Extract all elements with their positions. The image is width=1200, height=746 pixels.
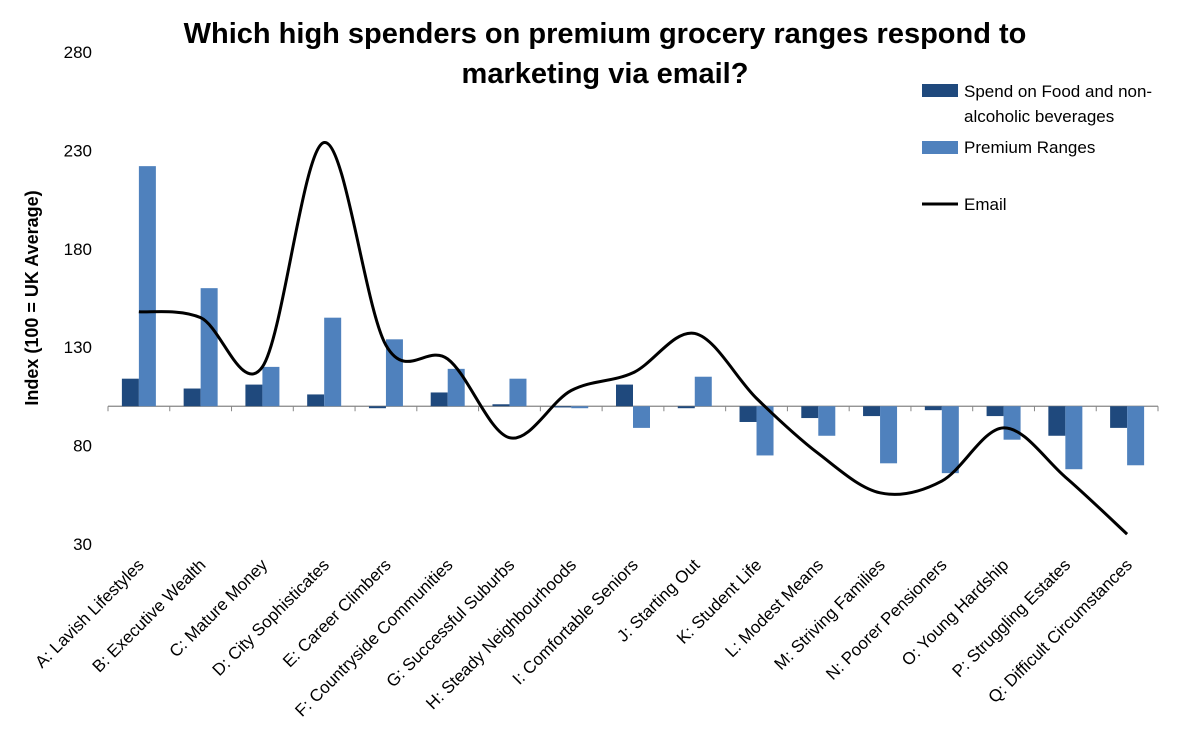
legend-label-food-spend-line-1: Spend on Food and non-: [964, 82, 1152, 101]
premium-ranges-bar-15: [1003, 406, 1021, 440]
food-spend-bar-4: [307, 394, 325, 407]
premium-ranges-bar-7: [509, 378, 527, 407]
y-tick-label-130: 130: [64, 338, 92, 357]
premium-ranges-bar-13: [880, 406, 898, 464]
food-spend-bar-17: [1110, 406, 1128, 428]
premium-ranges-bar-4: [324, 317, 342, 407]
email-series-line: [138, 141, 1129, 536]
y-tick-label-30: 30: [73, 535, 92, 554]
legend-swatch-food-spend: [922, 84, 958, 97]
premium-ranges-bar-10: [694, 376, 712, 407]
legend-label-premium-ranges: Premium Ranges: [964, 138, 1095, 157]
premium-ranges-bar-12: [818, 406, 836, 436]
food-spend-bar-13: [863, 406, 881, 417]
y-tick-label-180: 180: [64, 240, 92, 259]
x-category-label-13: M: Striving Families: [771, 555, 889, 673]
premium-ranges-bar-3: [262, 366, 280, 407]
food-spend-bar-3: [245, 384, 263, 407]
x-category-label-4: D: City Sophisticates: [209, 555, 333, 679]
food-spend-bar-2: [183, 388, 201, 407]
chart-title-line-2: marketing via email?: [461, 58, 749, 90]
legend-label-food-spend-line-2: alcoholic beverages: [964, 107, 1114, 126]
food-spend-bar-10: [677, 406, 695, 409]
legend-label-email: Email: [964, 195, 1007, 214]
email-line-layer: [138, 141, 1129, 536]
x-category-label-15: O: Young Hardship: [898, 555, 1012, 669]
x-category-label-9: I: Comfortable Seniors: [509, 555, 642, 688]
legend: Spend on Food and non-alcoholic beverage…: [922, 82, 1152, 214]
food-spend-bar-6: [430, 392, 448, 407]
premium-ranges-bar-8: [571, 406, 589, 409]
food-spend-bar-12: [801, 406, 819, 419]
food-spend-bar-7: [492, 404, 510, 407]
premium-ranges-bar-9: [633, 406, 650, 428]
chart-title-line-1: Which high spenders on premium grocery r…: [183, 18, 1027, 50]
premium-ranges-bar-5: [385, 339, 403, 407]
premium-ranges-bar-14: [941, 406, 959, 474]
y-tick-label-80: 80: [73, 437, 92, 456]
y-tick-label-280: 280: [64, 43, 92, 62]
y-axis-label: Index (100 = UK Average): [22, 190, 42, 405]
chart-title: Which high spenders on premium grocery r…: [140, 14, 1070, 94]
premium-ranges-bar-17: [1127, 406, 1145, 466]
premium-ranges-bar-16: [1065, 406, 1083, 470]
food-spend-bar-1: [121, 378, 139, 407]
food-spend-bar-11: [739, 406, 757, 422]
food-spend-bar-14: [924, 406, 942, 411]
food-spend-bar-9: [616, 384, 633, 407]
premium-ranges-bar-11: [756, 406, 774, 456]
x-category-label-5: E: Career Climbers: [279, 555, 395, 671]
bars: [121, 166, 1145, 474]
x-category-label-16: P: Struggling Estates: [948, 555, 1074, 681]
x-category-label-2: B: Executive Wealth: [89, 555, 210, 676]
premium-ranges-bar-1: [138, 166, 156, 407]
legend-swatch-premium-ranges: [922, 141, 958, 154]
food-spend-bar-8: [554, 406, 572, 408]
food-spend-bar-5: [368, 406, 386, 409]
y-tick-label-230: 230: [64, 141, 92, 160]
food-spend-bar-15: [986, 406, 1004, 417]
x-category-label-14: N: Poorer Pensioners: [822, 555, 950, 683]
premium-ranges-bar-6: [447, 368, 465, 407]
premium-ranges-bar-2: [200, 288, 218, 407]
x-category-label-1: A: Lavish Lifestyles: [31, 555, 147, 671]
food-spend-bar-16: [1048, 406, 1066, 436]
